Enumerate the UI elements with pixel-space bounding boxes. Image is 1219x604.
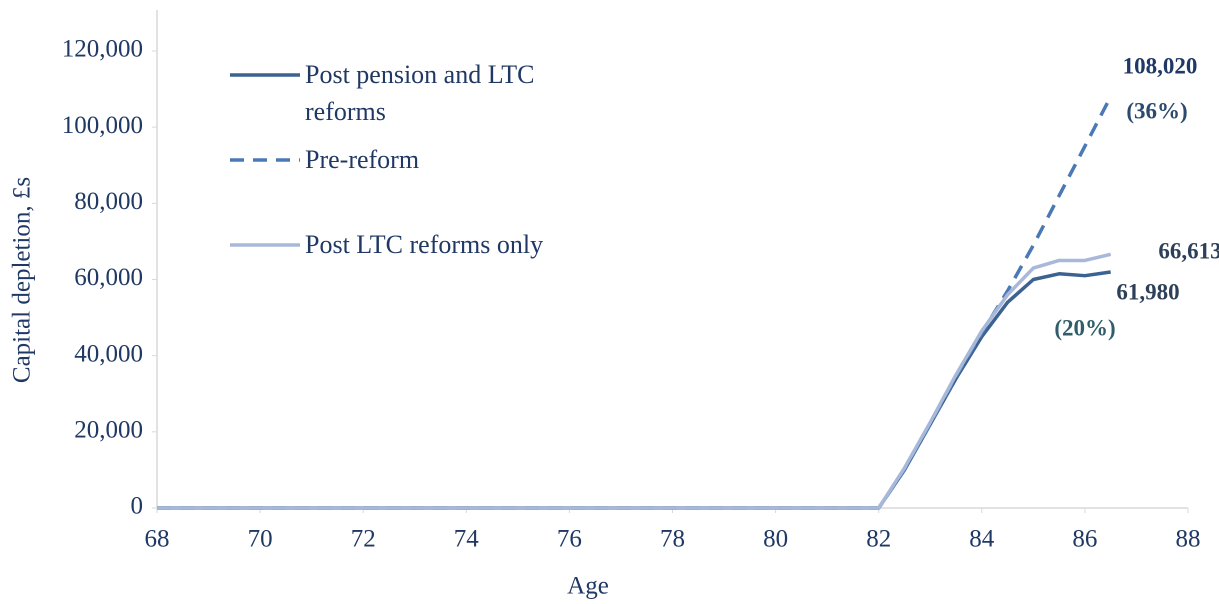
x-tick-label: 88	[1176, 526, 1201, 553]
annotation: (20%)	[1054, 315, 1115, 340]
legend-label: Post pension and LTC reforms	[305, 60, 535, 126]
x-tick-label: 82	[866, 526, 891, 553]
series-line	[157, 270, 1111, 510]
series-line	[157, 95, 1113, 510]
y-tick-label: 60,000	[74, 264, 143, 291]
y-tick-label: 0	[131, 493, 144, 520]
annotation: 108,020	[1123, 53, 1198, 78]
annotation: (36%)	[1126, 98, 1187, 123]
series-line	[157, 252, 1112, 510]
x-tick-label: 78	[660, 526, 685, 553]
x-tick-label: 80	[763, 526, 788, 553]
legend-label: Pre-reform	[305, 145, 420, 174]
legend-label: Post LTC reforms only	[305, 230, 544, 259]
x-tick-label: 76	[557, 526, 582, 553]
x-tick-label: 74	[454, 526, 480, 553]
y-tick-label: 40,000	[74, 340, 143, 367]
annotation: 61,980	[1116, 279, 1179, 304]
annotation: 66,613	[1158, 238, 1219, 263]
x-tick-label: 84	[969, 526, 995, 553]
y-tick-label: 100,000	[62, 112, 143, 139]
y-tick-label: 20,000	[74, 417, 143, 444]
y-axis-title: Capital depletion, £s	[9, 177, 36, 383]
y-tick-label: 120,000	[62, 36, 143, 63]
x-tick-label: 68	[145, 526, 170, 553]
x-axis-title: Age	[567, 573, 609, 600]
y-tick-label: 80,000	[74, 188, 143, 215]
x-tick-label: 72	[351, 526, 376, 553]
x-tick-label: 70	[248, 526, 273, 553]
x-tick-label: 86	[1072, 526, 1097, 553]
